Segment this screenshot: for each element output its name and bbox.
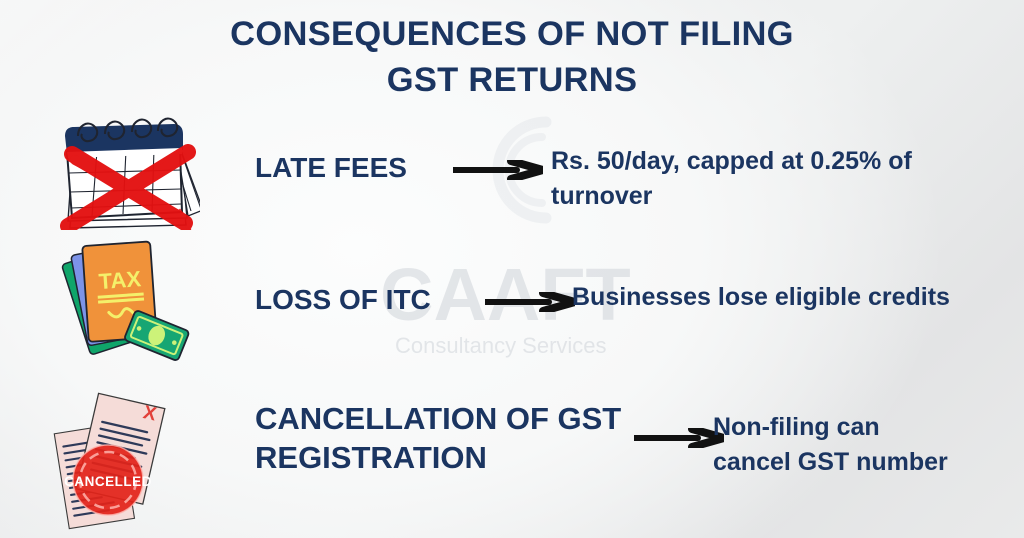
svg-text:TAX: TAX [98,266,142,294]
svg-text:Consultancy Services: Consultancy Services [395,333,607,358]
svg-text:CANCELLED: CANCELLED [64,474,152,489]
